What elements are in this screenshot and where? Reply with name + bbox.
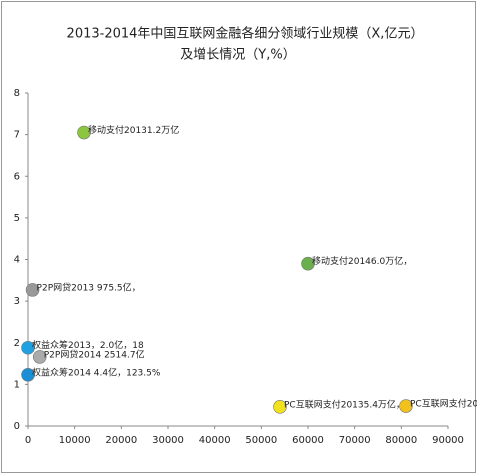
point: [399, 399, 413, 413]
y-tick-label: 3: [14, 296, 20, 307]
x-tick-label: 80000: [385, 435, 417, 446]
y-tick-label: 4: [14, 255, 20, 266]
point-label: 权益众筹2013，2.0亿，18: [32, 339, 144, 351]
y-tick-label: 5: [14, 213, 20, 224]
y-tick-label: 6: [14, 171, 20, 182]
y-tick-label: 7: [14, 130, 20, 141]
y-tick-label: 0: [14, 421, 20, 432]
point-label: P2P网贷2014 2514.7亿: [44, 348, 145, 360]
point-label: P2P网贷2013 975.5亿，: [37, 281, 141, 293]
x-tick-label: 40000: [199, 435, 231, 446]
point: [25, 283, 40, 297]
chart-subtitle: 及增长情况（Y,%）: [180, 48, 295, 63]
point-label: PC互联网支付20148.1万亿，: [410, 398, 477, 410]
point-label: 移动支付20146.0万亿，: [312, 255, 412, 267]
x-tick-label: 90000: [432, 435, 464, 446]
point: [21, 340, 35, 355]
point: [77, 125, 91, 140]
point: [273, 400, 287, 414]
point: [32, 350, 47, 364]
x-tick-label: 0: [25, 435, 31, 446]
point-label: 移动支付20131.2万亿: [88, 124, 179, 136]
x-tick-label: 70000: [339, 435, 371, 446]
x-tick-label: 20000: [105, 435, 137, 446]
y-tick-label: 8: [14, 88, 20, 99]
point-label: 权益众筹2014 4.4亿，123.5%: [32, 366, 161, 378]
point: [301, 256, 315, 271]
y-tick-label: 1: [14, 379, 20, 390]
x-tick-label: 60000: [292, 435, 324, 446]
x-tick-label: 30000: [152, 435, 184, 446]
x-tick-label: 10000: [59, 435, 91, 446]
chart-title: 2013-2014年中国互联网金融各细分领域行业规模（X,亿元）: [67, 26, 424, 42]
point-label: PC互联网支付20135.4万亿，: [284, 398, 405, 410]
point: [21, 368, 35, 382]
y-tick-label: 2: [14, 338, 20, 349]
x-tick-label: 50000: [245, 435, 277, 446]
